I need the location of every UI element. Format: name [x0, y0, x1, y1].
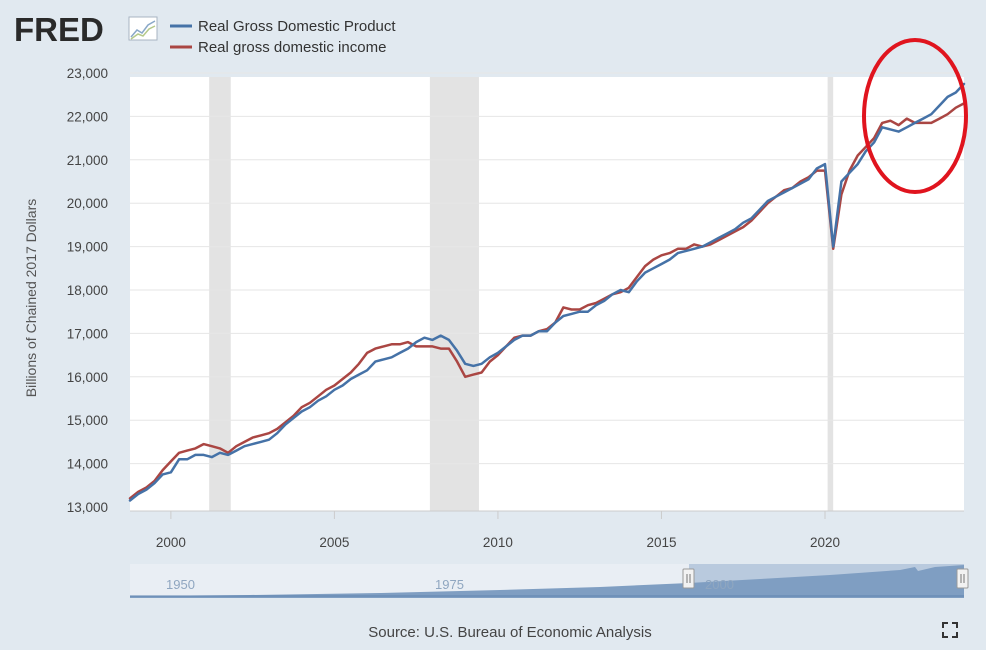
y-tick-label: 15,000: [67, 413, 108, 428]
y-axis-ticks: 13,000 14,000 15,000 16,000 17,000 18,000 19,0…: [67, 66, 108, 515]
series-lines: [128, 82, 966, 502]
fred-logo-text: FRED: [14, 11, 104, 48]
recession-band-1: [209, 77, 231, 511]
x-tick-label: 2000: [156, 535, 186, 550]
x-tick-label: 2010: [483, 535, 513, 550]
x-tick-label: 2005: [319, 535, 349, 550]
source-note: Source: U.S. Bureau of Economic Analysis: [368, 624, 651, 641]
navigator-series-area: [130, 565, 964, 598]
navigator-left-handle[interactable]: [682, 568, 695, 589]
recession-band-2: [429, 77, 479, 511]
y-tick-label: 17,000: [67, 326, 108, 341]
y-tick-label: 22,000: [67, 109, 108, 124]
legend-label-gdp: Real Gross Domestic Product: [198, 18, 396, 35]
gridlines: [130, 72, 964, 512]
y-axis-label: Billions of Chained 2017 Dollars: [23, 199, 39, 397]
y-tick-label: 18,000: [67, 283, 108, 298]
y-tick-label: 20,000: [67, 196, 108, 211]
recession-band-3: [827, 77, 834, 511]
x-axis-ticks: 2000 2005 2010 2015 2020: [156, 511, 840, 550]
y-tick-label: 23,000: [67, 66, 108, 81]
fullscreen-icon[interactable]: [938, 618, 962, 642]
annotation-ellipse: [862, 38, 968, 194]
plot-area: [130, 77, 964, 511]
legend-label-gdi: Real gross domestic income: [198, 39, 386, 56]
navigator-right-handle[interactable]: [956, 568, 969, 589]
navigator-label-1950: 1950: [166, 577, 195, 592]
legend-item-gdp[interactable]: Real Gross Domestic Product: [170, 18, 396, 35]
legend: Real Gross Domestic Product Real gross d…: [170, 18, 396, 56]
y-tick-label: 13,000: [67, 500, 108, 515]
y-tick-label: 19,000: [67, 240, 108, 255]
y-tick-label: 14,000: [67, 457, 108, 472]
x-tick-label: 2020: [810, 535, 840, 550]
navigator-label-2000: 2000: [705, 577, 734, 592]
y-tick-label: 21,000: [67, 153, 108, 168]
trend-line-icon: [128, 16, 158, 41]
y-tick-label: 16,000: [67, 370, 108, 385]
recession-shading: [209, 77, 834, 511]
legend-item-gdi[interactable]: Real gross domestic income: [170, 39, 386, 56]
x-tick-label: 2015: [646, 535, 676, 550]
series-line-gdp: [128, 82, 966, 502]
fred-logo[interactable]: FRED: [14, 11, 158, 48]
range-navigator[interactable]: 1950 1975 2000: [130, 564, 969, 598]
navigator-label-1975: 1975: [435, 577, 464, 592]
